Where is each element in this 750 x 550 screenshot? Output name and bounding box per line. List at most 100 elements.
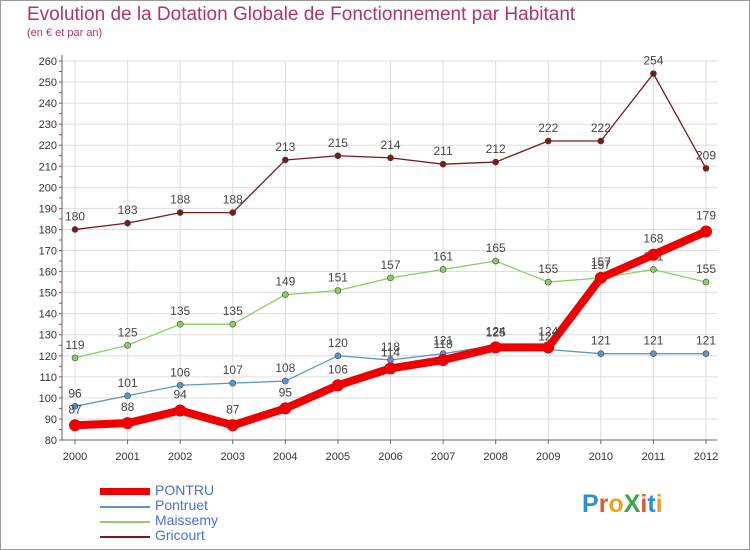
x-tick-label: 2007 — [431, 451, 455, 463]
logo-letter: t — [647, 490, 656, 518]
data-label-gricourt: 213 — [275, 140, 295, 154]
data-label-gricourt: 188 — [223, 193, 243, 207]
data-point-pontru — [174, 404, 187, 417]
y-tick-label: 150 — [39, 288, 57, 300]
data-label-pontru: 124 — [538, 324, 558, 338]
data-point-gricourt — [387, 154, 394, 162]
y-tick-label: 130 — [39, 330, 57, 342]
x-tick-label: 2012 — [694, 451, 718, 463]
data-label-gricourt: 209 — [696, 148, 716, 162]
data-label-maissemy: 161 — [433, 249, 453, 263]
data-label-maissemy: 119 — [65, 338, 84, 352]
legend-label-maissemy: Maissemy — [155, 512, 219, 528]
data-label-maissemy: 135 — [170, 304, 190, 318]
data-point-pontruet — [71, 403, 79, 410]
legend-swatch-gricourt — [100, 536, 150, 538]
data-point-maissemy — [334, 287, 342, 294]
data-label-gricourt: 180 — [65, 209, 85, 223]
data-label-pontru: 124 — [486, 324, 506, 338]
data-point-pontru — [226, 419, 239, 432]
x-tick-label: 2002 — [168, 451, 192, 463]
data-label-gricourt: 212 — [486, 142, 506, 156]
x-tick-label: 2004 — [273, 451, 297, 463]
data-point-pontru — [279, 402, 292, 415]
data-label-pontru: 118 — [434, 337, 453, 351]
data-label-pontru: 95 — [279, 385, 293, 399]
data-point-maissemy — [702, 278, 710, 286]
logo-letter: o — [608, 490, 624, 518]
logo-letter: X — [623, 490, 641, 518]
y-tick-label: 90 — [45, 414, 57, 426]
data-label-pontruet: 120 — [328, 336, 348, 350]
data-label-pontru: 88 — [121, 400, 135, 414]
data-label-pontru: 157 — [591, 255, 611, 269]
data-point-gricourt — [282, 156, 289, 164]
chart-title: Evolution de la Dotation Globale de Fonc… — [27, 4, 576, 25]
data-point-pontruet — [282, 377, 289, 385]
x-tick-label: 2003 — [221, 451, 245, 463]
data-point-gricourt — [229, 209, 237, 216]
data-point-maissemy — [282, 291, 289, 299]
data-label-gricourt: 222 — [538, 121, 558, 135]
data-point-gricourt — [650, 70, 657, 77]
data-point-pontru — [542, 341, 555, 354]
data-label-pontruet: 121 — [696, 334, 716, 348]
data-point-pontruet — [124, 392, 131, 400]
data-label-pontruet: 118 — [381, 340, 400, 354]
data-point-maissemy — [176, 320, 184, 328]
x-tick-label: 2008 — [483, 451, 507, 463]
x-tick-label: 2009 — [536, 451, 560, 463]
data-point-maissemy — [71, 354, 79, 362]
data-label-gricourt: 254 — [643, 54, 663, 68]
y-tick-label: 190 — [39, 203, 57, 215]
data-point-gricourt — [71, 226, 79, 233]
data-point-pontruet — [334, 352, 342, 360]
proxiti-logo: ProXiti — [582, 490, 663, 519]
data-label-maissemy: 155 — [538, 262, 558, 276]
data-label-pontruet: 108 — [275, 361, 295, 375]
data-point-gricourt — [702, 165, 710, 172]
data-label-gricourt: 211 — [434, 144, 453, 158]
x-tick-label: 2001 — [115, 451, 139, 463]
y-tick-label: 240 — [39, 98, 57, 110]
data-point-pontruet — [229, 379, 237, 387]
y-tick-label: 100 — [39, 393, 57, 405]
data-point-pontru — [384, 362, 397, 375]
legend-swatch-maissemy — [100, 521, 150, 523]
logo-letter: i — [655, 490, 663, 518]
data-point-pontru — [594, 271, 607, 284]
y-tick-label: 230 — [39, 119, 57, 131]
data-point-pontruet — [650, 350, 657, 357]
data-label-maissemy: 151 — [328, 271, 348, 285]
data-label-pontru: 94 — [173, 388, 187, 402]
data-point-pontru — [437, 353, 450, 366]
legend-label-gricourt: Gricourt — [155, 527, 205, 543]
legend-label-pontru: PONTRU — [155, 482, 215, 498]
y-tick-label: 80 — [45, 435, 57, 447]
data-label-maissemy: 165 — [486, 241, 506, 255]
data-label-maissemy: 125 — [118, 325, 138, 339]
x-tick-label: 2000 — [63, 451, 87, 463]
data-label-pontruet: 96 — [68, 386, 82, 400]
y-tick-label: 140 — [39, 309, 57, 321]
y-tick-label: 160 — [39, 267, 57, 279]
data-label-gricourt: 222 — [591, 121, 611, 135]
data-label-maissemy: 155 — [696, 262, 716, 276]
data-point-gricourt — [334, 152, 342, 160]
data-label-gricourt: 188 — [170, 193, 190, 207]
data-point-pontruet — [597, 350, 605, 357]
data-label-pontruet: 125 — [486, 325, 506, 339]
x-tick-label: 2010 — [589, 451, 613, 463]
y-tick-label: 120 — [39, 351, 57, 363]
data-point-pontru — [489, 341, 502, 354]
y-tick-label: 170 — [39, 246, 57, 258]
data-point-gricourt — [492, 158, 499, 166]
data-label-pontru: 114 — [381, 345, 400, 359]
data-label-gricourt: 214 — [380, 138, 400, 152]
data-point-maissemy — [492, 257, 499, 265]
data-point-maissemy — [387, 274, 394, 282]
data-point-gricourt — [597, 137, 605, 145]
data-point-maissemy — [544, 278, 552, 286]
data-point-pontru — [647, 248, 660, 261]
